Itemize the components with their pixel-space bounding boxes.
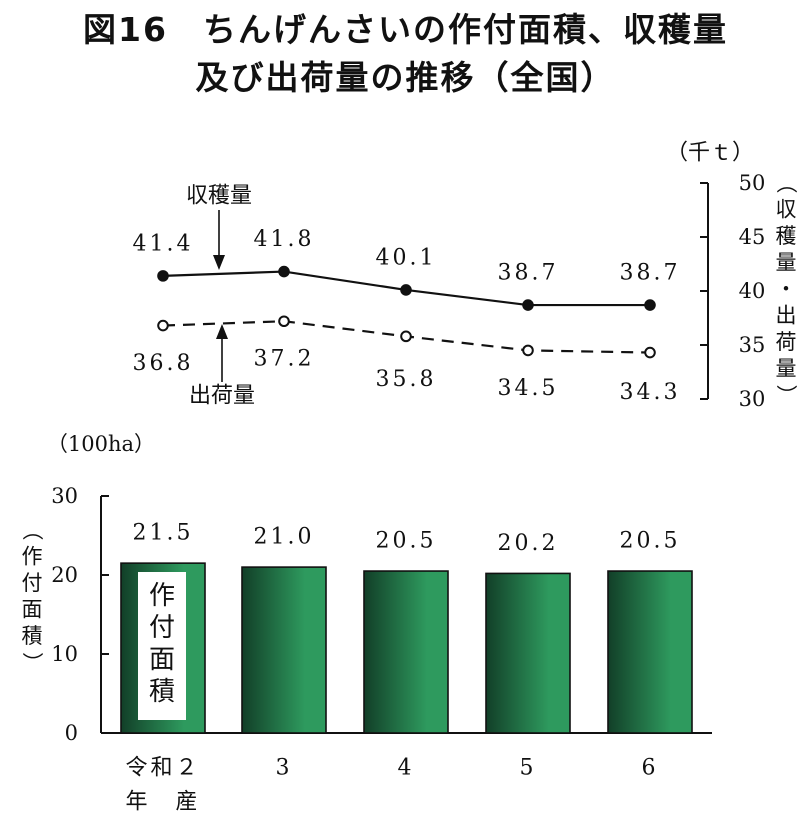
svg-text:付: 付	[149, 613, 175, 643]
bar-value-label-0: 21.5	[133, 521, 194, 546]
bar-4	[607, 570, 693, 734]
y-tick-label-10: 10	[51, 642, 78, 666]
svg-text:）: ）	[774, 385, 798, 406]
svg-text:穫: 穫	[776, 224, 797, 248]
svg-text:作: 作	[22, 545, 43, 569]
y-unit-label: （千ｔ）	[666, 141, 754, 166]
bar-1	[241, 566, 327, 734]
bar-value-label-4: 20.5	[620, 529, 681, 554]
x-tick-label-1: 3	[276, 756, 293, 781]
svg-text:荷: 荷	[776, 330, 797, 354]
data-point-shipment-4	[644, 346, 656, 359]
bar-value-label-1: 21.0	[254, 525, 315, 550]
svg-text:付: 付	[22, 571, 43, 595]
bar-3	[485, 572, 571, 734]
data-label-harvest-0: 41.4	[133, 231, 194, 256]
bar-y-unit-label: （100ha）	[47, 432, 155, 456]
svg-text:）: ）	[20, 652, 44, 673]
harvest-arrow-head	[213, 255, 225, 270]
svg-text:（: （	[20, 520, 44, 541]
data-point-harvest-2	[400, 284, 412, 296]
x-axis-labels: 令和２ 年 産 3 4 5 6	[125, 756, 659, 815]
data-point-harvest-4	[644, 299, 656, 311]
data-label-shipment-4: 34.3	[620, 380, 681, 405]
data-label-harvest-3: 38.7	[498, 261, 559, 286]
bar-2	[363, 570, 449, 734]
data-label-shipment-0: 36.8	[133, 351, 194, 376]
x-tick-label-4: 6	[642, 756, 659, 781]
svg-text:面: 面	[22, 598, 43, 622]
y-tick-label-35: 35	[739, 333, 766, 357]
x-tick-label-3: 5	[520, 756, 537, 781]
bar-y-axis-title: （ 作付面積 ）	[20, 520, 44, 674]
bar-value-label-2: 20.5	[376, 529, 437, 554]
data-point-shipment-2	[400, 330, 412, 343]
svg-text:収: 収	[776, 198, 797, 222]
x-tick-label-2: 4	[398, 756, 415, 781]
chart-title: 図16 ちんげんさいの作付面積、収穫量 及び出荷量の推移（全国）	[0, 6, 811, 102]
x-tick-label-0: 令和２	[125, 756, 200, 781]
series-label-shipment: 出荷量	[189, 384, 255, 409]
data-point-shipment-3	[522, 344, 534, 357]
data-label-shipment-2: 35.8	[376, 367, 437, 392]
svg-text:積: 積	[149, 677, 175, 707]
bar-series-label-box	[138, 572, 186, 720]
svg-text:面: 面	[149, 645, 175, 675]
data-point-harvest-3	[522, 299, 534, 311]
y-tick-label-20: 20	[51, 563, 78, 587]
y-tick-label-45: 45	[739, 225, 766, 249]
svg-text:出: 出	[776, 304, 797, 328]
data-point-shipment-0	[157, 319, 169, 332]
data-label-shipment-1: 37.2	[254, 347, 315, 372]
data-label-shipment-3: 34.5	[498, 376, 559, 401]
data-point-harvest-1	[278, 265, 290, 278]
y-tick-label-40: 40	[739, 279, 766, 303]
svg-text:量: 量	[776, 357, 797, 381]
svg-text:・: ・	[776, 277, 797, 301]
y-tick-label-30: 30	[51, 484, 78, 508]
svg-text:量: 量	[776, 251, 797, 275]
y-tick-label-30: 30	[739, 387, 766, 411]
bar-value-label-3: 20.2	[498, 531, 559, 556]
svg-text:作: 作	[149, 581, 175, 611]
chart-title-line-1: 図16 ちんげんさいの作付面積、収穫量	[83, 10, 728, 49]
svg-text:積: 積	[22, 624, 43, 648]
x-tick-label-0-line2: 年 産	[125, 790, 200, 815]
series-label-harvest: 収穫量	[186, 184, 252, 209]
data-label-harvest-2: 40.1	[376, 245, 437, 270]
data-label-harvest-4: 38.7	[620, 261, 681, 286]
y-axis-title: （収穫量・出荷量）	[774, 173, 798, 406]
y-tick-label-50: 50	[739, 171, 766, 195]
data-point-shipment-1	[278, 315, 290, 328]
y-tick-label-0: 0	[65, 721, 78, 745]
data-point-harvest-0	[157, 270, 169, 282]
data-label-harvest-1: 41.8	[254, 227, 315, 252]
chart-title-line-2: 及び出荷量の推移（全国）	[195, 58, 616, 97]
svg-text:（: （	[774, 173, 798, 194]
shipment-arrow-head	[216, 324, 228, 339]
bar-series-label: 作付面積	[149, 581, 175, 707]
